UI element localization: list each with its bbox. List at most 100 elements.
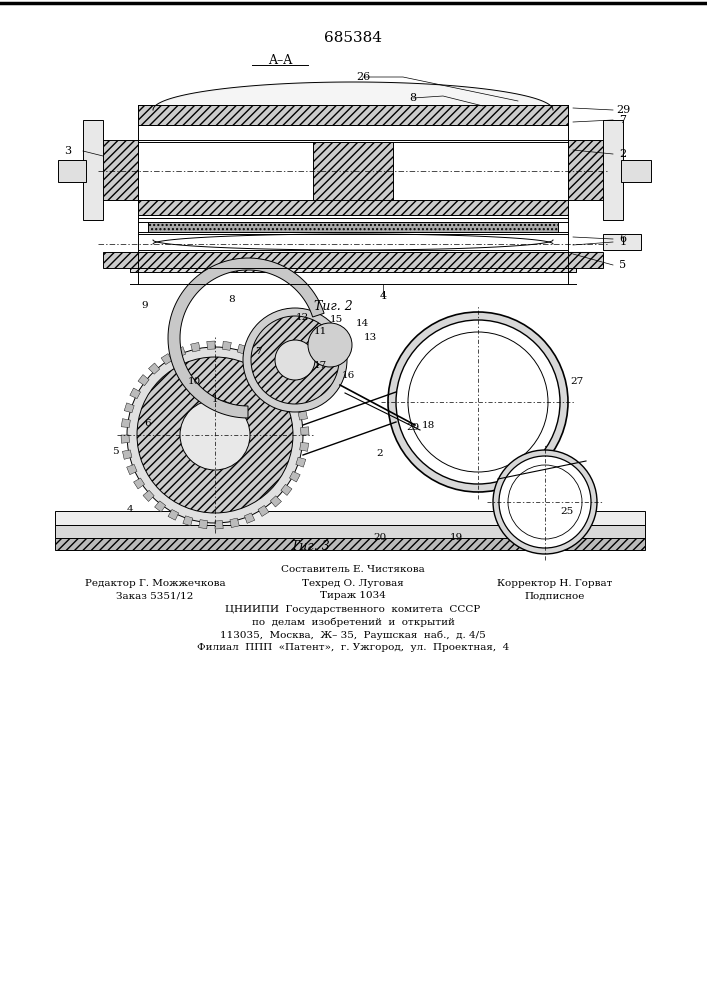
Bar (568, 252, 603, 268)
Polygon shape (183, 516, 193, 526)
Bar (130, 268, 576, 272)
Polygon shape (122, 419, 130, 428)
Text: 1: 1 (619, 237, 626, 247)
Polygon shape (191, 342, 200, 352)
Circle shape (308, 323, 352, 367)
Bar (138, 200, 568, 215)
Polygon shape (293, 395, 303, 406)
Text: 8: 8 (409, 93, 416, 103)
Bar (138, 105, 568, 125)
Text: 20: 20 (373, 534, 387, 542)
Polygon shape (55, 525, 645, 538)
Text: Корректор Н. Горват: Корректор Н. Горват (497, 578, 613, 587)
Polygon shape (300, 427, 309, 435)
Bar (313, 142, 393, 200)
Text: 5: 5 (619, 260, 626, 270)
Text: Тираж 1034: Тираж 1034 (320, 591, 386, 600)
Polygon shape (175, 347, 185, 357)
Polygon shape (252, 350, 262, 361)
Bar (103, 140, 138, 200)
Polygon shape (215, 521, 223, 529)
Polygon shape (121, 435, 129, 443)
Text: 10: 10 (187, 377, 201, 386)
Bar (55, 511, 645, 525)
Polygon shape (298, 411, 308, 420)
Text: 14: 14 (356, 320, 368, 328)
Text: 9: 9 (141, 300, 148, 310)
Polygon shape (258, 505, 269, 516)
Text: 4: 4 (380, 291, 387, 301)
Text: 1: 1 (211, 395, 218, 404)
Text: 18: 18 (421, 420, 435, 430)
Text: 17: 17 (313, 360, 327, 369)
Text: 13: 13 (363, 332, 377, 342)
Bar (603, 234, 641, 250)
Polygon shape (168, 509, 179, 520)
Text: Τиг. 3: Τиг. 3 (291, 540, 329, 554)
Polygon shape (223, 341, 231, 350)
Circle shape (251, 316, 339, 404)
Text: Подписное: Подписное (525, 591, 585, 600)
Text: 15: 15 (329, 316, 343, 324)
Text: по  делам  изобретений  и  открытий: по делам изобретений и открытий (252, 617, 455, 627)
Polygon shape (245, 513, 255, 523)
Polygon shape (199, 520, 208, 529)
Circle shape (137, 357, 293, 513)
Text: Редактор Г. Можжечкова: Редактор Г. Можжечкова (85, 578, 226, 587)
Polygon shape (276, 369, 287, 380)
Circle shape (388, 312, 568, 492)
Text: 19: 19 (450, 534, 462, 542)
Text: 12: 12 (296, 314, 309, 322)
Text: Составитель Е. Чистякова: Составитель Е. Чистякова (281, 566, 425, 574)
Circle shape (396, 320, 560, 484)
Text: 2: 2 (619, 149, 626, 159)
Text: 29: 29 (616, 105, 630, 115)
Polygon shape (161, 354, 172, 365)
Text: 16: 16 (341, 370, 355, 379)
Text: ЦНИИПИ  Государственного  комитета  СССР: ЦНИИПИ Государственного комитета СССР (226, 604, 481, 613)
Bar (568, 140, 603, 200)
Circle shape (275, 340, 315, 380)
Text: A–A: A–A (268, 53, 292, 66)
Polygon shape (238, 344, 247, 354)
Polygon shape (168, 258, 324, 418)
Bar (148, 222, 558, 232)
Bar (603, 120, 623, 220)
Bar (621, 160, 651, 182)
Polygon shape (130, 388, 141, 399)
Circle shape (508, 465, 582, 539)
Text: 2: 2 (377, 448, 383, 458)
Polygon shape (264, 358, 276, 369)
Text: Τиг. 2: Τиг. 2 (314, 300, 352, 312)
Text: 5: 5 (112, 448, 118, 456)
Circle shape (127, 347, 303, 523)
Polygon shape (127, 464, 137, 475)
Circle shape (493, 450, 597, 554)
Polygon shape (281, 484, 292, 495)
Polygon shape (289, 471, 300, 482)
Text: 685384: 685384 (324, 31, 382, 45)
Polygon shape (155, 501, 165, 512)
Polygon shape (207, 341, 215, 349)
Text: 6: 6 (619, 234, 626, 244)
Bar (103, 252, 138, 268)
Bar (58, 160, 86, 182)
Polygon shape (230, 518, 240, 528)
Text: 6: 6 (145, 418, 151, 428)
Polygon shape (296, 457, 306, 467)
Bar (55, 538, 645, 550)
Polygon shape (124, 403, 134, 413)
Circle shape (243, 308, 347, 412)
Text: 27: 27 (571, 377, 583, 386)
Text: Техред О. Луговая: Техред О. Луговая (302, 578, 404, 587)
Polygon shape (138, 375, 149, 386)
Text: 29: 29 (407, 422, 420, 432)
Text: 26: 26 (356, 72, 370, 82)
Text: 4: 4 (127, 506, 134, 514)
Text: Филиал  ППП  «Патент»,  г. Ужгород,  ул.  Проектная,  4: Филиал ППП «Патент», г. Ужгород, ул. Про… (197, 644, 509, 652)
Text: 7: 7 (619, 115, 626, 125)
Polygon shape (143, 490, 154, 501)
Text: Заказ 5351/12: Заказ 5351/12 (117, 591, 194, 600)
Text: 7: 7 (255, 348, 262, 357)
Polygon shape (134, 478, 144, 489)
